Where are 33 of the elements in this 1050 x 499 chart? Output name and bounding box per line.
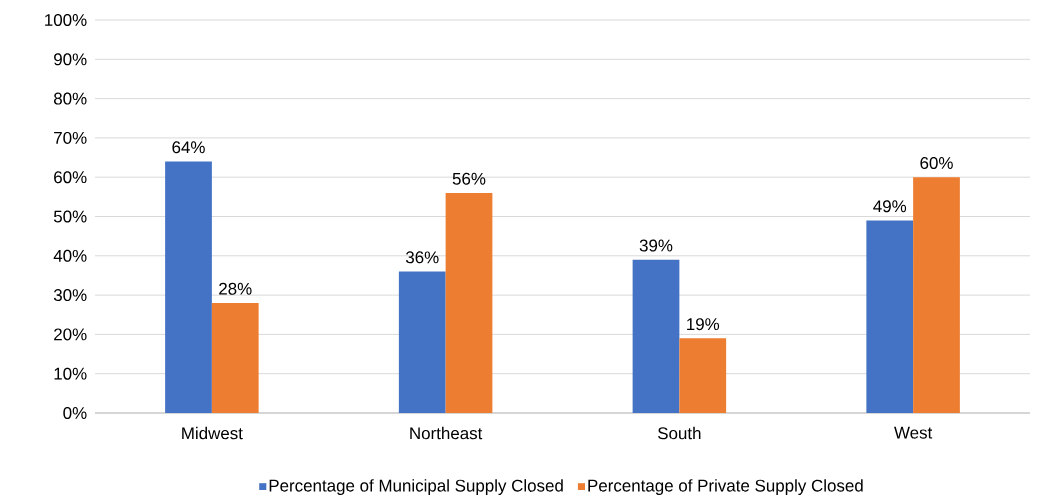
data-label: 64% <box>172 141 205 154</box>
bar <box>211 302 259 413</box>
y-tick-label: 90% <box>54 53 87 66</box>
y-tick-label: 80% <box>53 92 87 105</box>
x-tick-label: West <box>894 426 933 439</box>
bar <box>866 220 914 413</box>
y-tick-label: 10% <box>54 367 87 380</box>
y-tick-label: 0% <box>63 407 87 419</box>
y-tick-label: 100% <box>45 14 87 26</box>
data-label: 60% <box>920 157 953 169</box>
x-tick-label: Northeast <box>410 426 483 440</box>
x-tick-label: South <box>658 426 701 440</box>
y-tick-label: 60% <box>54 171 87 184</box>
data-label: 56% <box>452 172 486 185</box>
data-label: 49% <box>873 200 907 213</box>
bar <box>398 271 446 413</box>
y-tick-label: 50% <box>53 210 87 223</box>
y-tick-label: 40% <box>53 249 87 262</box>
bar <box>679 338 727 413</box>
data-label: 36% <box>405 251 439 264</box>
bar <box>445 192 493 413</box>
bar <box>913 177 960 413</box>
legend-label: Percentage of Municipal Supply Closed <box>269 479 563 495</box>
legend-label: Percentage of Private Supply Closed <box>588 479 863 495</box>
y-tick-label: 30% <box>53 289 87 302</box>
y-tick-label: 20% <box>54 328 87 341</box>
y-tick-label: 70% <box>54 131 87 144</box>
bar <box>632 259 680 413</box>
data-label: 39% <box>639 239 673 252</box>
data-label: 19% <box>687 318 720 331</box>
x-tick-label: Midwest <box>182 426 243 440</box>
bar <box>165 161 212 413</box>
data-label: 28% <box>219 282 252 295</box>
